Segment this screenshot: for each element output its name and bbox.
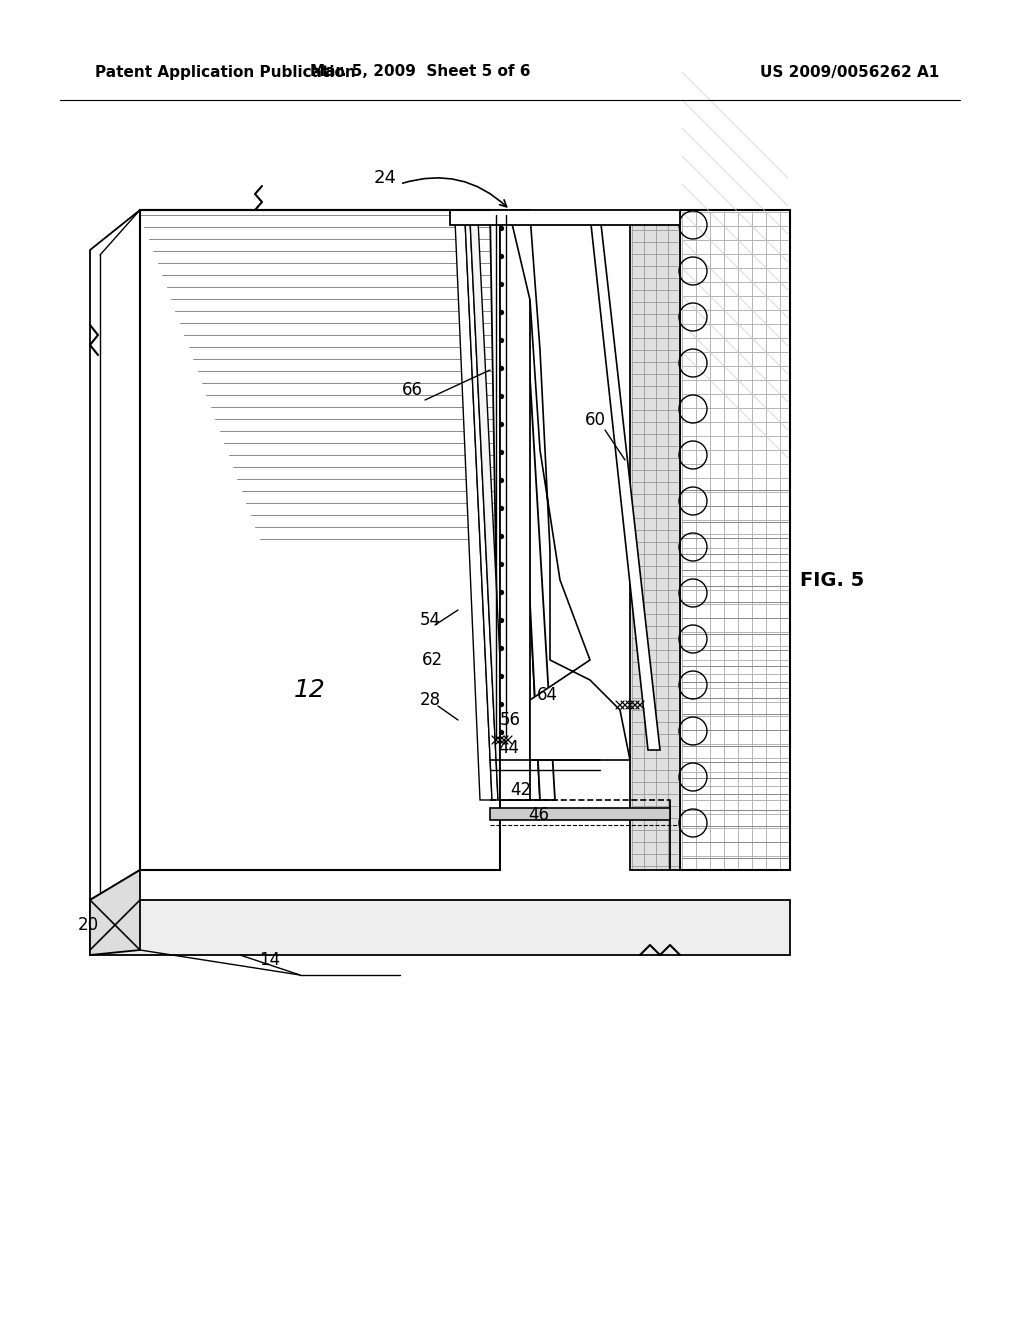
Text: Patent Application Publication: Patent Application Publication (95, 65, 355, 79)
Text: US 2009/0056262 A1: US 2009/0056262 A1 (760, 65, 939, 79)
Text: 60: 60 (585, 411, 605, 429)
Polygon shape (590, 215, 660, 750)
Text: 42: 42 (510, 781, 531, 799)
Polygon shape (510, 215, 630, 760)
Text: 46: 46 (528, 807, 549, 824)
Polygon shape (490, 808, 670, 820)
Text: FIG. 5: FIG. 5 (800, 570, 864, 590)
Text: 28: 28 (420, 690, 441, 709)
Text: 12: 12 (294, 678, 326, 702)
Polygon shape (500, 210, 530, 800)
Text: 64: 64 (537, 686, 558, 704)
Text: 14: 14 (259, 950, 281, 969)
Polygon shape (90, 900, 790, 954)
Text: 62: 62 (422, 651, 443, 669)
Polygon shape (140, 210, 500, 870)
Polygon shape (90, 870, 140, 954)
Text: 66: 66 (401, 381, 423, 399)
Polygon shape (490, 210, 540, 800)
Polygon shape (90, 210, 140, 900)
Polygon shape (680, 210, 790, 870)
Text: 56: 56 (500, 711, 521, 729)
Text: 20: 20 (78, 916, 98, 935)
Text: 54: 54 (420, 611, 441, 630)
Polygon shape (465, 220, 498, 800)
FancyArrowPatch shape (402, 178, 507, 207)
Polygon shape (450, 210, 680, 224)
Text: 44: 44 (498, 739, 519, 756)
Polygon shape (630, 215, 680, 870)
Polygon shape (470, 220, 507, 800)
Polygon shape (510, 210, 555, 800)
Polygon shape (455, 220, 492, 800)
Text: Mar. 5, 2009  Sheet 5 of 6: Mar. 5, 2009 Sheet 5 of 6 (309, 65, 530, 79)
Polygon shape (500, 210, 790, 870)
Text: 24: 24 (374, 169, 396, 187)
